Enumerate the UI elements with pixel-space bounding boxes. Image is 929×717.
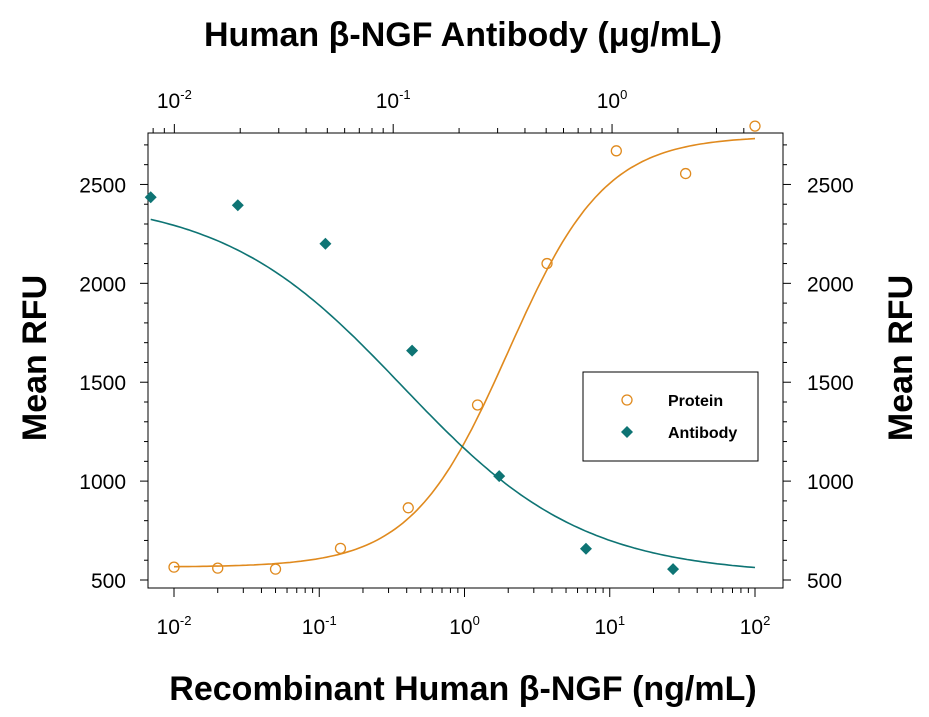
plot-area — [147, 132, 784, 589]
plot-border — [147, 132, 784, 589]
protein-point — [749, 120, 761, 132]
top-tick-label: 10-2 — [157, 87, 192, 113]
antibody-point — [667, 563, 680, 576]
x-tick-label: 10-1 — [302, 613, 337, 639]
top-axis: 10-2 10-1 100 — [152, 87, 745, 133]
protein-fit-curve — [174, 137, 756, 568]
legend-label-antibody: Antibody — [668, 425, 737, 442]
x-tick-label: 100 — [449, 613, 480, 639]
y-tick-label-right: 2000 — [807, 273, 854, 296]
x-tick-label: 10-2 — [157, 613, 192, 639]
protein-point — [168, 561, 180, 573]
protein-point — [679, 167, 692, 180]
x-axis-label: Recombinant Human β-NGF (ng/mL) — [169, 670, 756, 708]
y-tick-label: 2500 — [79, 174, 126, 197]
y-axis-label-right: Mean RFU — [882, 275, 920, 441]
protein-point — [610, 145, 622, 157]
protein-point — [471, 399, 484, 411]
legend-label-protein: Protein — [668, 393, 723, 410]
protein-point — [541, 257, 553, 270]
antibody-point — [406, 344, 419, 357]
chart-title: Human β-NGF Antibody (μg/mL) — [204, 16, 722, 54]
antibody-point — [144, 191, 157, 204]
data-points — [144, 120, 761, 576]
y-tick-label-right: 2500 — [807, 174, 854, 197]
legend-marker-antibody — [621, 426, 633, 438]
y-tick-label: 1000 — [79, 471, 126, 494]
top-tick-label: 100 — [597, 87, 628, 113]
x-tick-label: 101 — [594, 613, 625, 639]
antibody-point — [579, 542, 592, 555]
left-y-axis: 500 1000 1500 2000 2500 — [79, 144, 148, 593]
legend-box — [582, 371, 759, 462]
protein-point — [212, 562, 224, 574]
y-tick-label-right: 500 — [807, 570, 842, 593]
y-axis-label-left: Mean RFU — [16, 275, 54, 441]
y-tick-label: 1500 — [79, 372, 126, 395]
bottom-x-axis: 10-2 10-1 100 101 102 — [157, 588, 771, 639]
legend: Protein Antibody — [582, 371, 759, 462]
x-tick-label: 102 — [740, 613, 771, 639]
antibody-point — [231, 199, 244, 212]
antibody-fit-curve — [150, 218, 756, 569]
y-tick-label: 500 — [91, 570, 126, 593]
y-tick-label-right: 1500 — [807, 372, 854, 395]
y-tick-label: 2000 — [79, 273, 126, 296]
protein-point — [269, 563, 282, 575]
right-y-axis: 500 1000 1500 2000 2500 — [783, 144, 854, 593]
legend-marker-protein — [621, 394, 633, 406]
y-tick-label-right: 1000 — [807, 471, 854, 494]
antibody-point — [493, 470, 506, 483]
antibody-point — [319, 237, 332, 250]
protein-point — [402, 502, 414, 514]
fit-curves — [150, 137, 756, 569]
top-tick-label: 10-1 — [376, 87, 411, 113]
protein-point — [334, 542, 347, 555]
